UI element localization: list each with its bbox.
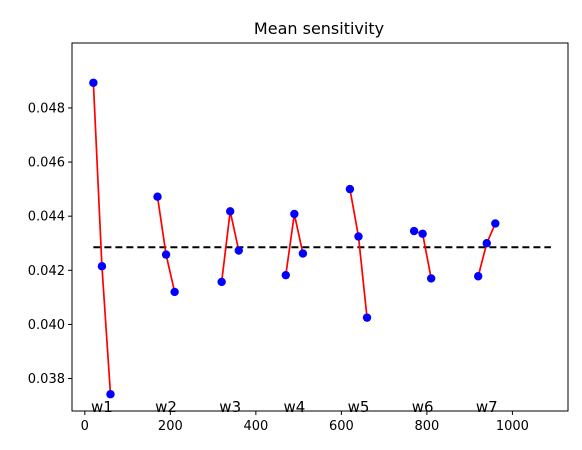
y-tick-label: 0.048	[28, 101, 65, 116]
data-point-w7-1	[474, 272, 482, 280]
data-point-w4-3	[299, 249, 307, 257]
x-tick-label: 400	[243, 419, 268, 434]
series-line-w4	[286, 214, 303, 275]
series-line-w5	[350, 189, 367, 318]
data-point-w1-1	[89, 79, 97, 87]
x-tick-label: 0	[81, 419, 89, 434]
group-label-w1: w1	[91, 398, 113, 416]
x-tick-label: 800	[414, 419, 439, 434]
data-point-w2-2	[162, 250, 170, 258]
data-point-w2-3	[170, 288, 178, 296]
data-point-w4-2	[290, 210, 298, 218]
data-point-w3-3	[235, 246, 243, 254]
series-line-w1	[93, 83, 110, 394]
y-tick-label: 0.046	[28, 156, 65, 171]
x-tick-label: 600	[329, 419, 354, 434]
y-tick-label: 0.038	[28, 372, 65, 387]
group-label-w6: w6	[412, 398, 434, 416]
plot-area: w1 w2 w3 w4 w5 w6 w7	[89, 79, 551, 416]
x-tick-label: 200	[158, 419, 183, 434]
data-point-w6-2	[418, 230, 426, 238]
group-label-w7: w7	[476, 398, 498, 416]
y-tick-label: 0.040	[28, 318, 65, 333]
group-label-w2: w2	[155, 398, 177, 416]
series-line-w6	[414, 231, 431, 278]
data-point-w2-1	[153, 192, 161, 200]
data-point-w5-3	[363, 313, 371, 321]
group-label-w5: w5	[348, 398, 370, 416]
data-point-w7-2	[483, 239, 491, 247]
data-point-w6-3	[427, 274, 435, 282]
data-point-w3-2	[226, 207, 234, 215]
group-label-w4: w4	[283, 398, 305, 416]
x-tick-label: 1000	[496, 419, 529, 434]
series-line-w7	[478, 223, 495, 276]
y-tick-label: 0.042	[28, 264, 65, 279]
data-point-w5-2	[354, 232, 362, 240]
data-point-w4-1	[282, 271, 290, 279]
group-label-w3: w3	[219, 398, 241, 416]
chart-title: Mean sensitivity	[254, 19, 384, 38]
y-tick-label: 0.044	[28, 210, 65, 225]
series-line-w2	[158, 197, 175, 292]
data-point-w1-2	[98, 262, 106, 270]
data-point-w6-1	[410, 227, 418, 235]
data-point-w5-1	[346, 185, 354, 193]
data-point-w3-1	[217, 278, 225, 286]
data-point-w7-3	[491, 219, 499, 227]
